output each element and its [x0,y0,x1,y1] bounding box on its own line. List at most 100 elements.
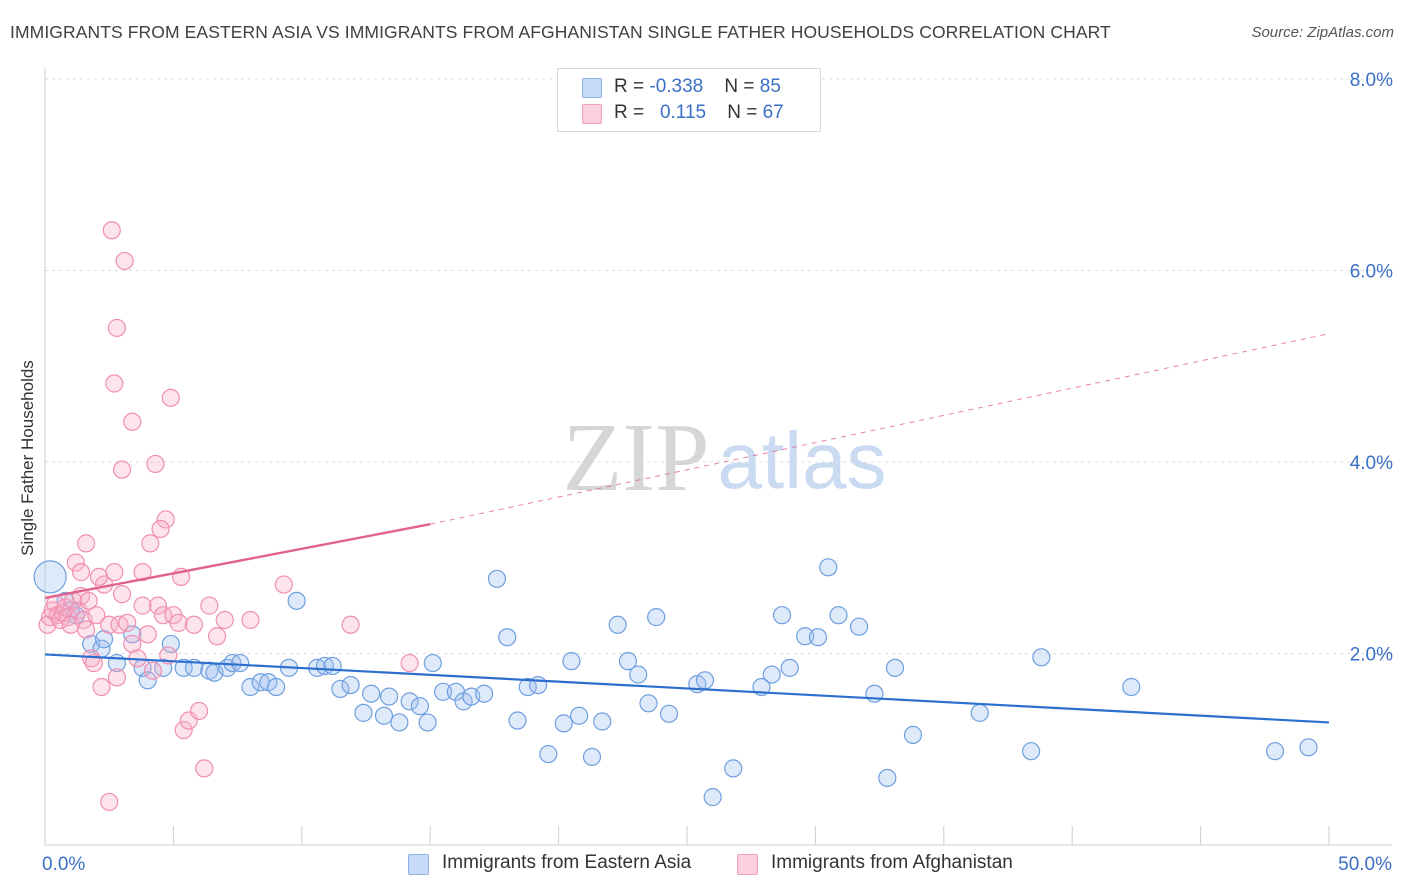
point-afghanistan [76,534,96,553]
axes [44,68,1392,846]
point-eastern-asia [475,684,494,703]
point-afghanistan [79,591,98,610]
point-afghanistan [133,563,152,582]
chart-title: IMMIGRANTS FROM EASTERN ASIA VS IMMIGRAN… [10,22,1111,42]
stats-legend: R = -0.338 N = 85 R = 0.115 N = 67 [557,68,821,132]
legend-n-label: N = [727,102,763,123]
point-afghanistan [138,625,157,644]
point-afghanistan [118,613,137,632]
point-eastern-asia [400,692,419,711]
point-eastern-asia [639,694,658,713]
point-afghanistan [215,610,234,630]
legend-r-value: 0.115 [659,102,707,123]
point-eastern-asia [562,652,581,671]
point-afghanistan [184,615,204,634]
trend-lines [44,333,1330,724]
legend-r-label: R = [614,102,650,123]
point-eastern-asia [161,634,180,654]
point-eastern-asia [1022,742,1041,761]
point-eastern-asia [695,671,715,690]
point-eastern-asia [570,706,589,725]
point-eastern-asia [267,677,286,697]
point-eastern-asia [849,617,869,636]
point-eastern-asia [647,608,666,627]
series-afghanistan-points [38,221,419,812]
point-eastern-asia [772,606,792,625]
point-afghanistan [112,585,132,604]
point-afghanistan [107,668,127,687]
point-afghanistan [241,610,260,630]
point-afghanistan [100,615,119,634]
point-afghanistan [195,759,214,778]
trend-line-afghanistan-extrapolated [430,333,1330,525]
point-afghanistan [107,318,127,338]
legend-swatch-pink [582,104,602,124]
point-afghanistan [189,701,209,721]
point-afghanistan [207,627,227,646]
point-afghanistan [84,653,103,673]
point-afghanistan [112,460,132,479]
point-eastern-asia [554,714,573,733]
point-eastern-asia [231,653,250,673]
point-afghanistan [123,634,142,654]
point-afghanistan [341,615,360,634]
point-eastern-asia [241,677,260,697]
point-eastern-asia [970,703,989,722]
y-axis-label: Single Father Households [18,360,37,556]
point-eastern-asia [374,706,394,725]
point-eastern-asia [608,615,627,634]
trend-line-afghanistan [44,523,431,600]
point-eastern-asia [724,759,743,778]
point-eastern-asia [341,675,360,695]
source-note: Source: ZipAtlas.com [1251,24,1394,41]
point-eastern-asia [629,665,648,684]
point-eastern-asia [885,658,905,677]
point-eastern-asia [878,768,897,788]
point-eastern-asia [94,630,114,649]
point-afghanistan [141,534,160,553]
point-eastern-asia [1265,742,1285,761]
point-eastern-asia [423,653,442,673]
legend-n-value: 85 [759,76,781,97]
bottom-legend-swatch-blue [408,854,429,875]
point-eastern-asia [418,713,437,732]
grid-lines [45,78,1392,654]
point-eastern-asia [174,658,193,677]
point-afghanistan [115,251,134,271]
point-afghanistan [105,374,124,393]
point-afghanistan [76,620,96,639]
point-afghanistan [133,596,152,615]
point-eastern-asia [362,684,381,703]
x-tick-label: 50.0% [1338,854,1392,875]
point-eastern-asia [808,628,828,647]
point-afghanistan [154,606,173,625]
point-afghanistan [146,454,165,474]
tick-labels: 2.0% 4.0% 6.0% 8.0% 0.0% 50.0% [42,70,1393,875]
point-afghanistan [143,661,162,680]
point-eastern-asia [1299,738,1318,757]
series-eastern-asia-points [33,558,1318,807]
point-afghanistan [100,792,119,812]
y-tick-label: 2.0% [1350,645,1393,666]
y-tick-label: 4.0% [1350,453,1393,474]
point-afghanistan [123,412,142,431]
point-eastern-asia [123,625,142,644]
x-tick-label: 0.0% [42,854,85,875]
bottom-legend-swatch-pink [737,854,758,875]
point-eastern-asia [33,560,67,594]
point-eastern-asia [487,569,507,588]
point-eastern-asia [593,712,612,731]
trend-line-eastern-asia [44,653,1330,724]
point-eastern-asia [354,703,373,722]
point-afghanistan [87,606,106,625]
y-tick-label: 8.0% [1350,70,1393,91]
legend-n-value: 67 [762,102,784,123]
point-eastern-asia [618,652,638,671]
point-eastern-asia [1032,648,1051,667]
point-afghanistan [105,563,124,582]
point-eastern-asia [390,713,409,732]
point-eastern-asia [323,656,342,676]
watermark-zip: ZIP [563,404,710,512]
point-eastern-asia [582,747,602,767]
